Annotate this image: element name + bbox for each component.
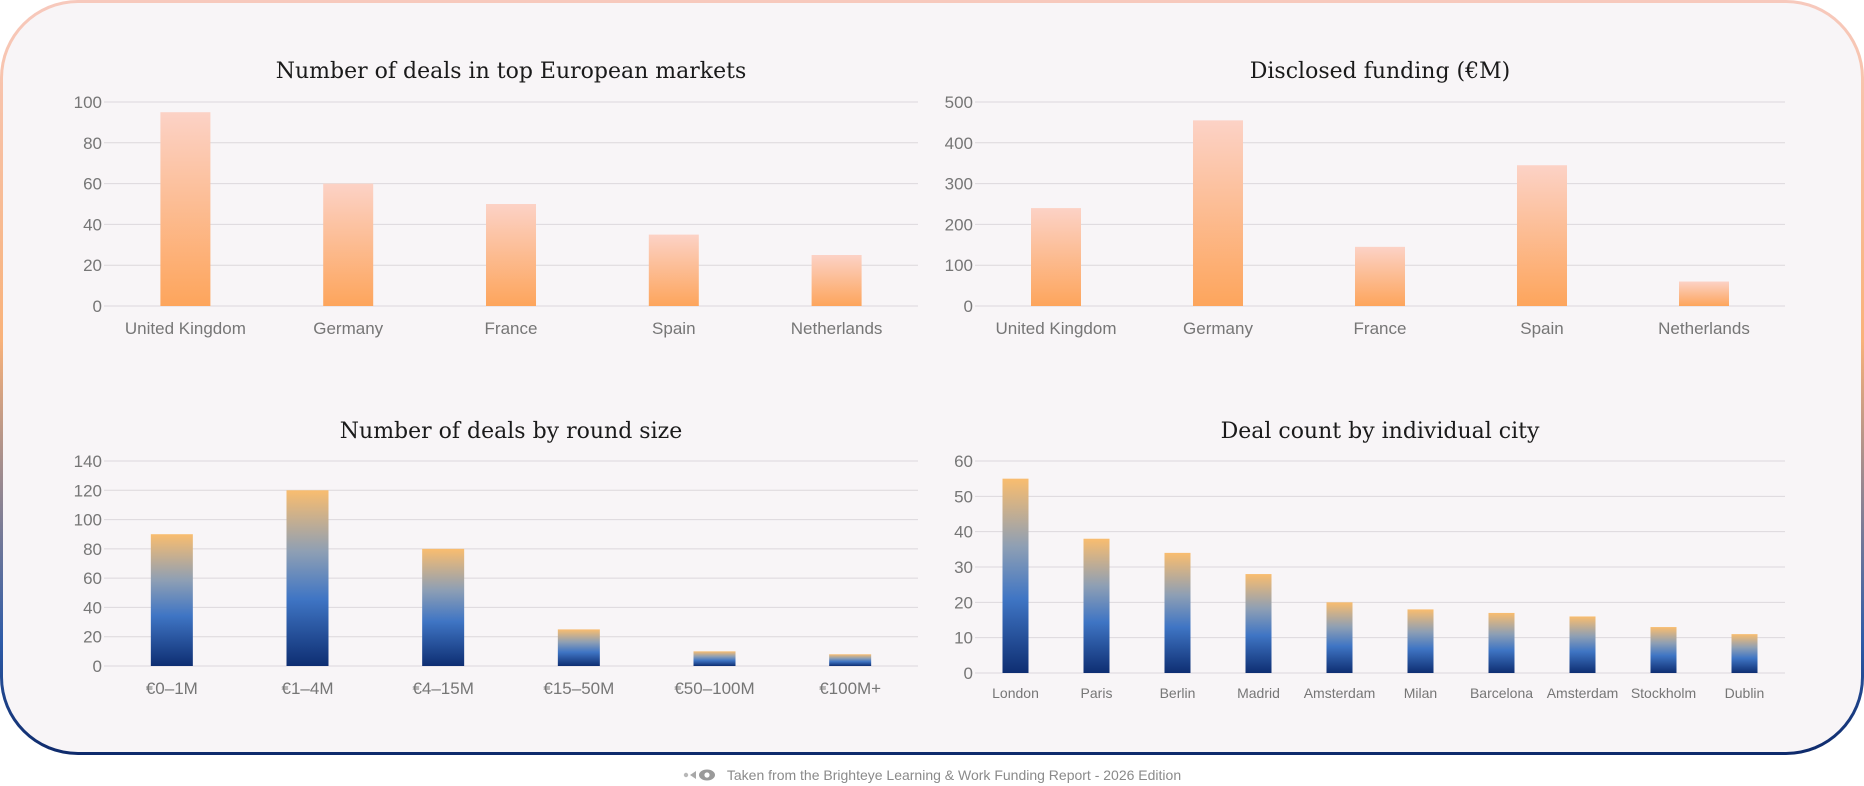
bar-2 [1355,246,1405,306]
bar-0 [150,534,193,666]
x-tick-label: France [485,319,538,338]
chart-title: Number of deals by round size [340,419,682,444]
y-tick-label: 60 [954,452,973,471]
y-tick-label: 20 [83,256,102,275]
y-tick-label: 20 [83,628,102,647]
x-tick-label: €50–100M [674,679,754,698]
charts-canvas: Number of deals in top European markets 0… [74,59,1785,701]
y-tick-label: 120 [74,481,102,500]
bar-1 [323,183,374,306]
chart-deals-round-size: Number of deals by round size 0 20 40 60 80 10… [74,419,918,698]
x-tick-label: United Kingdom [125,319,246,338]
bar-2 [486,204,536,306]
x-tick-label: €0–1M [146,679,198,698]
y-tick-label: 80 [83,134,102,153]
y-tick-label: 0 [964,297,973,316]
y-tick-label: 10 [954,629,973,648]
bar-0 [160,112,211,306]
bar-5 [1407,609,1434,673]
x-tick-label: Amsterdam [1547,685,1619,701]
x-tick-label: Madrid [1237,685,1280,701]
brighteye-logo-icon [683,768,717,782]
bar-2 [1164,552,1191,673]
y-tick-label: 200 [945,215,973,234]
bar-0 [1002,478,1029,673]
x-tick-label: €100M+ [819,679,881,698]
x-tick-label: Paris [1081,685,1113,701]
x-tick-label: London [992,685,1039,701]
bar-0 [1031,208,1081,306]
y-tick-label: 100 [74,93,102,112]
x-tick-label: Spain [652,319,695,338]
x-tick-label: Dublin [1725,685,1765,701]
chart-deals-by-city: Deal count by individual city 0 10 20 30 40 50… [954,419,1785,701]
bar-4 [693,651,736,666]
bar-4 [1679,281,1729,306]
bar-1 [1083,538,1110,673]
chart-title: Deal count by individual city [1221,419,1540,444]
footer: Taken from the Brighteye Learning & Work… [0,764,1864,786]
x-tick-label: Netherlands [1658,319,1750,338]
y-tick-label: 60 [83,175,102,194]
chart-title: Number of deals in top European markets [276,59,747,84]
x-tick-label: Netherlands [791,319,883,338]
y-tick-label: 100 [945,256,973,275]
y-tick-label: 0 [964,664,973,683]
y-tick-label: 80 [83,540,102,559]
bar-3 [1517,165,1567,306]
y-tick-label: 40 [83,598,102,617]
bar-3 [1245,574,1272,673]
bar-3 [557,629,600,666]
x-tick-label: Germany [1183,319,1253,338]
y-tick-label: 400 [945,134,973,153]
bar-1 [1193,120,1243,306]
y-tick-label: 40 [954,523,973,542]
x-tick-label: United Kingdom [996,319,1117,338]
bar-4 [1326,602,1353,673]
x-tick-label: France [1354,319,1407,338]
y-tick-label: 500 [945,93,973,112]
x-tick-label: Stockholm [1631,685,1696,701]
bar-8 [1650,627,1677,673]
bar-4 [811,255,862,306]
y-tick-label: 0 [93,657,102,676]
y-tick-label: 50 [954,487,973,506]
x-tick-label: €15–50M [543,679,614,698]
chart-title: Disclosed funding (€M) [1250,59,1511,84]
bar-5 [829,654,872,666]
bar-9 [1731,634,1758,673]
y-tick-label: 40 [83,215,102,234]
x-tick-label: Amsterdam [1304,685,1376,701]
y-tick-label: 60 [83,569,102,588]
y-tick-label: 300 [945,175,973,194]
chart-disclosed-funding: Disclosed funding (€M) 0 100 200 300 400 500 Un… [945,59,1785,338]
x-tick-label: Spain [1520,319,1563,338]
x-tick-label: Germany [313,319,383,338]
x-tick-label: Barcelona [1470,685,1533,701]
footer-text: Taken from the Brighteye Learning & Work… [726,767,1182,783]
bar-3 [648,234,699,306]
x-tick-label: Berlin [1160,685,1196,701]
chart-deals-markets: Number of deals in top European markets 0… [74,59,918,338]
bar-2 [422,548,465,666]
bar-6 [1488,612,1515,673]
bar-7 [1569,616,1596,673]
x-tick-label: €1–4M [282,679,334,698]
bar-1 [286,490,329,666]
x-tick-label: €4–15M [412,679,473,698]
y-tick-label: 140 [74,452,102,471]
x-tick-label: Milan [1404,685,1437,701]
y-tick-label: 20 [954,593,973,612]
y-tick-label: 0 [93,297,102,316]
y-tick-label: 100 [74,511,102,530]
y-tick-label: 30 [954,558,973,577]
